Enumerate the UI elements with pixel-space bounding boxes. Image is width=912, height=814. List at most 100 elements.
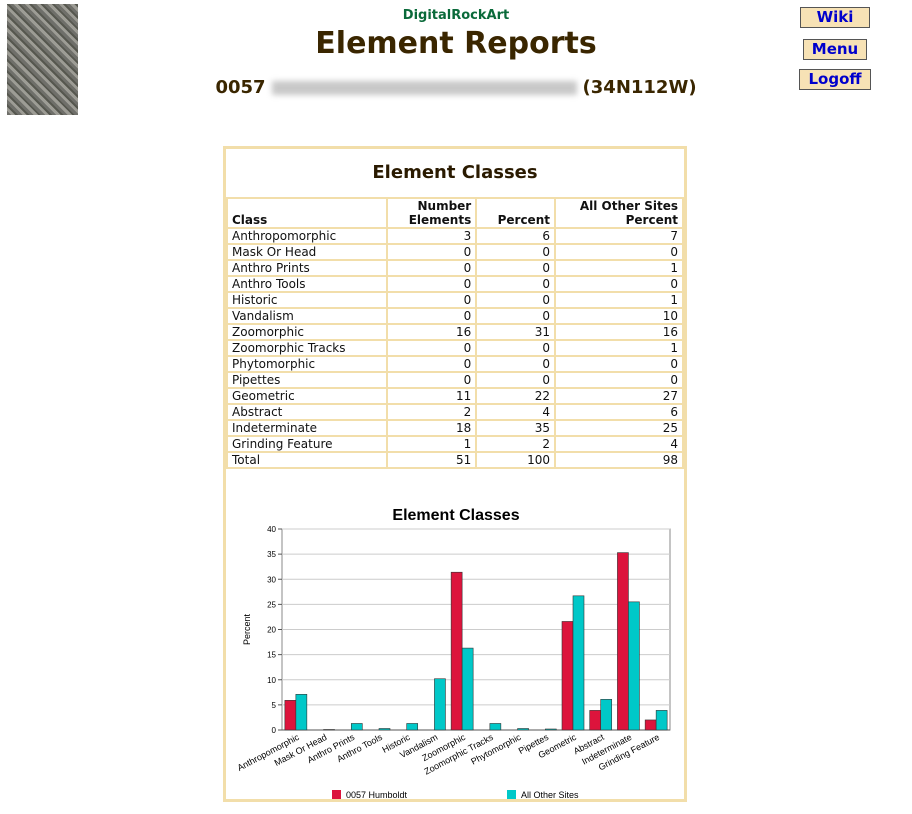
column-header: Percent [475,197,556,229]
number-cell: 0 [475,307,556,325]
number-cell: 16 [385,323,478,341]
bar [600,699,613,731]
bar [434,678,446,731]
number-cell: 10 [553,307,685,325]
number-cell: 4 [553,435,685,453]
number-cell: 0 [553,355,685,373]
table-row: Zoomorphic Tracks 0 0 1 [226,339,685,357]
table-row: Indeterminate 18 35 25 [226,419,685,437]
table-row: Historic 0 0 1 [226,291,685,309]
chart: Element ClassesPercent0510152025303540An… [236,507,671,800]
number-cell: 25 [553,419,685,437]
number-cell: 0 [553,275,685,293]
number-cell: 0 [475,371,556,389]
number-cell: 2 [475,435,556,453]
number-cell: 0 [553,371,685,389]
table-row: Grinding Feature 1 2 4 [226,435,685,453]
number-cell: 1 [553,259,685,277]
column-header: Number Elements [385,197,478,229]
number-cell: 0 [385,307,478,325]
number-cell: 0 [385,259,478,277]
y-tick-label: 40 [267,525,276,534]
number-cell: 0 [475,243,556,261]
bar [489,723,502,731]
y-axis-label: Percent [242,613,252,645]
number-cell: 22 [475,387,556,405]
legend-swatch [507,790,516,799]
table-row: Phytomorphic 0 0 0 [226,355,685,373]
number-cell: 31 [475,323,556,341]
bar [284,700,297,731]
number-cell: 1 [553,339,685,357]
table-row: Anthro Prints 0 0 1 [226,259,685,277]
page-title: Element Reports [315,26,597,61]
blurred-name [271,81,577,95]
table-title: Element Classes [226,149,684,199]
table-row: Zoomorphic 16 31 16 [226,323,685,341]
y-tick-label: 10 [267,676,276,685]
header-row: Class Number Elements Percent All Other Sit… [226,197,685,229]
y-tick-label: 20 [267,626,276,635]
number-cell: 0 [385,291,478,309]
class-cell: Geometric [226,387,388,405]
bar [544,728,557,731]
number-cell: 18 [385,419,478,437]
number-cell: 0 [475,291,556,309]
class-cell: Grinding Feature [226,435,388,453]
bar [617,552,629,731]
number-cell: 0 [475,275,556,293]
y-tick-label: 30 [267,575,276,584]
number-cell: 0 [385,243,478,261]
bar [644,719,657,731]
number-cell: 6 [475,227,556,245]
number-cell: 27 [553,387,685,405]
class-cell: Total [226,451,388,469]
class-cell: Mask Or Head [226,243,388,261]
number-cell: 0 [475,259,556,277]
class-cell: Phytomorphic [226,355,388,373]
column-header: All Other Sites Percent [553,197,685,229]
bar [572,595,585,731]
number-cell: 3 [385,227,478,245]
class-cell: Zoomorphic [226,323,388,341]
number-cell: 35 [475,419,556,437]
y-tick-label: 5 [272,701,277,710]
class-cell: Anthro Tools [226,275,388,293]
class-cell: Zoomorphic Tracks [226,339,388,357]
table-row: Geometric 11 22 27 [226,387,685,405]
class-cell: Pipettes [226,371,388,389]
bar [561,621,574,731]
table-row: Anthro Tools 0 0 0 [226,275,685,293]
class-cell: Historic [226,291,388,309]
bar [628,601,640,731]
column-header: Class [226,197,388,229]
y-tick-label: 0 [272,726,277,735]
y-tick-label: 35 [267,550,276,559]
number-cell: 0 [475,355,556,373]
class-cell: Anthro Prints [226,259,388,277]
brand: DigitalRockArt [402,8,510,23]
number-cell: 16 [553,323,685,341]
bar [655,710,668,731]
report-box: Element Classes Class Number Elements Perc… [223,146,687,802]
legend-swatch [332,790,341,799]
bar [517,728,529,731]
logoff-button[interactable]: Logoff [799,69,871,90]
number-cell: 100 [475,451,556,469]
number-cell: 6 [553,403,685,421]
site-code: (34N112W) [582,77,697,98]
number-cell: 98 [553,451,685,469]
table-row: Abstract 2 4 6 [226,403,685,421]
number-cell: 0 [385,275,478,293]
table-row: Total 51 100 98 [226,451,685,469]
table-row: Pipettes 0 0 0 [226,371,685,389]
wiki-button[interactable]: Wiki [800,7,870,28]
menu-button[interactable]: Menu [803,39,867,60]
chart-title: Element Classes [392,507,519,524]
table-row: Vandalism 0 0 10 [226,307,685,325]
number-cell: 0 [553,243,685,261]
class-cell: Indeterminate [226,419,388,437]
element-table: Class Number Elements Percent All Other Sit… [226,197,685,469]
site-image [7,4,78,115]
